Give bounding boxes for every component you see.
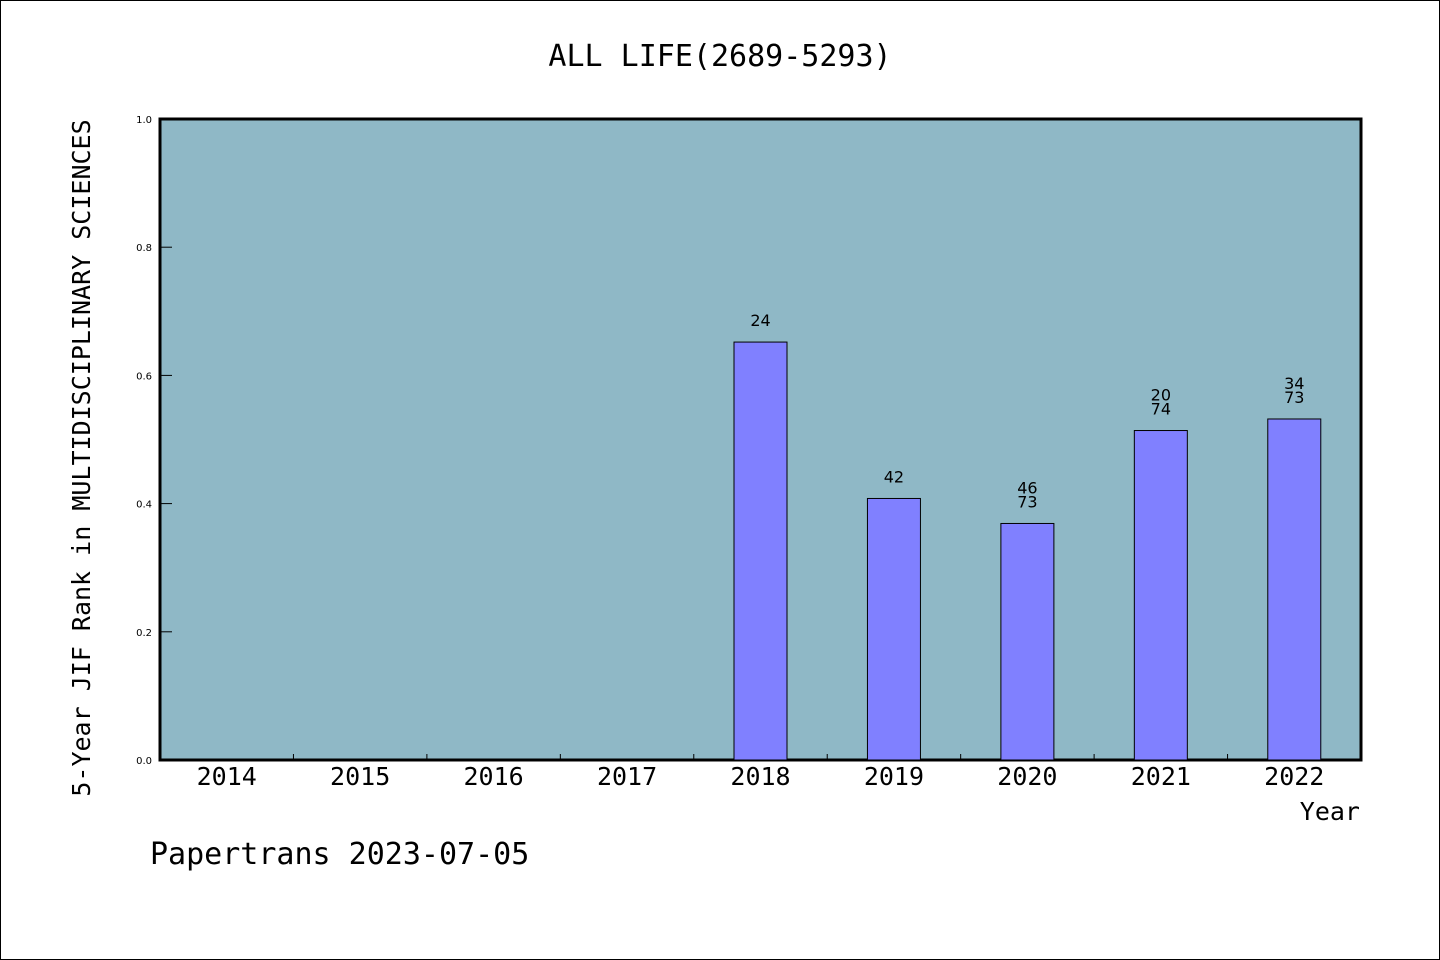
x-tick-label: 2019 bbox=[864, 762, 924, 791]
x-tick-label: 2022 bbox=[1264, 762, 1324, 791]
y-tick-label: 0.2 bbox=[136, 628, 152, 639]
data-label: 24 bbox=[750, 311, 770, 330]
bar-2018 bbox=[733, 341, 788, 761]
data-label: 46 bbox=[1017, 478, 1037, 497]
x-tick-label: 2016 bbox=[464, 762, 524, 791]
y-tick-label: 0.4 bbox=[136, 500, 152, 511]
data-label: 34 bbox=[1284, 374, 1304, 393]
x-tick-label: 2015 bbox=[330, 762, 390, 791]
footer-watermark: Papertrans 2023-07-05 bbox=[150, 837, 529, 872]
x-tick-label: 2014 bbox=[197, 762, 257, 791]
bar-2020 bbox=[1000, 522, 1055, 761]
chart-title: ALL LIFE(2689-5293) bbox=[548, 39, 891, 74]
x-tick-label: 2021 bbox=[1131, 762, 1191, 791]
x-tick-label: 2018 bbox=[730, 762, 790, 791]
data-label: 73 bbox=[1017, 492, 1037, 511]
y-tick-label: 0.6 bbox=[136, 371, 152, 382]
bar-2019 bbox=[866, 497, 921, 761]
x-axis-label: Year bbox=[1300, 797, 1360, 826]
y-tick-label: 1.0 bbox=[136, 115, 152, 126]
x-tick-label: 2020 bbox=[997, 762, 1057, 791]
bars-group bbox=[733, 341, 1322, 761]
y-tick-label: 0.0 bbox=[136, 756, 152, 767]
y-axis-label: 5-Year JIF Rank in MULTIDISCIPLINARY SCI… bbox=[67, 119, 96, 796]
bar-2021 bbox=[1133, 430, 1188, 761]
bar-2022 bbox=[1267, 418, 1322, 761]
data-label: 73 bbox=[1284, 388, 1304, 407]
y-tick-label: 0.8 bbox=[136, 243, 152, 254]
x-axis-ticks: 2014 2015 2016 2017 2018 2019 2020 2021 2022 bbox=[197, 754, 1324, 791]
x-tick-label: 2017 bbox=[597, 762, 657, 791]
y-axis-ticks: 0.0 0.2 0.4 0.6 0.8 1.0 bbox=[136, 115, 172, 767]
data-label: 42 bbox=[884, 467, 904, 486]
data-label: 74 bbox=[1151, 400, 1171, 419]
data-label: 20 bbox=[1151, 386, 1171, 405]
